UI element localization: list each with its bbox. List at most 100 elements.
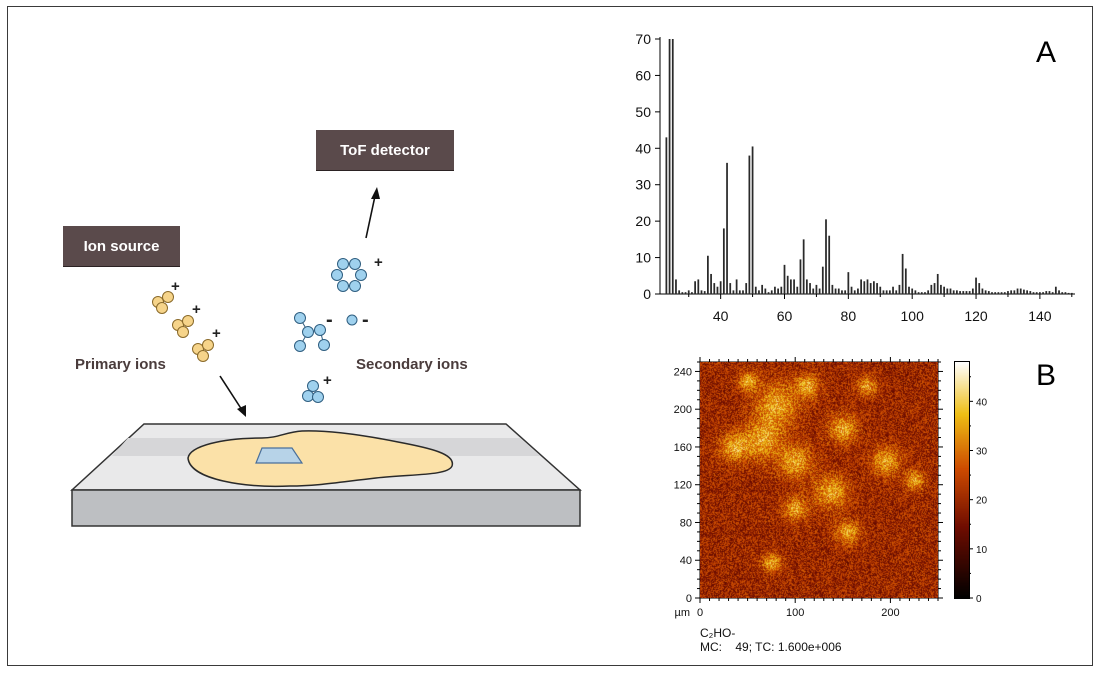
- tc-label: TC:: [755, 640, 775, 654]
- spectrum-bar: [675, 279, 677, 294]
- x-tick-label: 80: [841, 308, 857, 324]
- spectrum-bar: [703, 291, 706, 294]
- spectrum-bar: [809, 283, 811, 294]
- spectrum-bar: [841, 290, 843, 294]
- spectrum-bar: [802, 239, 805, 294]
- colorbar-tick-label: 10: [976, 545, 988, 556]
- spectrum-bar: [920, 292, 923, 294]
- spectrum-bar: [732, 290, 735, 294]
- spectrum-bar: [1067, 292, 1070, 294]
- spectrum-bar: [815, 284, 818, 294]
- spectrum-bar: [793, 279, 795, 294]
- spectrum-bar: [987, 291, 990, 294]
- spectrum-bar: [895, 290, 898, 294]
- x-tick-label: 120: [964, 308, 988, 324]
- spectrum-bar: [997, 292, 1000, 294]
- spectrum-bar: [946, 288, 949, 294]
- spectrum-bar: [1061, 292, 1064, 294]
- spectrum-bar: [767, 292, 770, 294]
- tc-value: 1.600e+006: [777, 640, 842, 654]
- spectrum-bar: [898, 284, 901, 294]
- x-tick-label: 40: [713, 308, 729, 324]
- charge-plus-4: +: [374, 254, 383, 271]
- x-tick-label: 100: [786, 607, 804, 619]
- spectrum-bar: [1064, 292, 1067, 294]
- primary-ion-arrow: [219, 375, 246, 417]
- sample-region: [187, 430, 454, 488]
- charge-plus-1: +: [171, 278, 180, 295]
- spectrum-bar: [761, 284, 764, 294]
- spectrum-bar: [991, 292, 993, 294]
- spectrum-bar: [687, 290, 690, 294]
- spectrum-bar: [844, 290, 847, 294]
- spectrum-bar: [812, 288, 815, 294]
- spectrum-bar: [777, 288, 779, 294]
- spectrum-bar: [751, 146, 754, 294]
- secondary-ion-single: [346, 314, 358, 326]
- colorbar-tick-label: 40: [976, 397, 988, 408]
- x-tick-label: 0: [697, 607, 703, 619]
- y-tick-label: 40: [635, 140, 651, 156]
- spectrum-bar: [758, 290, 760, 294]
- tof-sims-schematic: + + + + - - +: [70, 187, 582, 527]
- y-tick-label: 0: [643, 286, 651, 302]
- spectrum-bar: [665, 137, 668, 294]
- y-tick-label: 70: [635, 31, 651, 47]
- spectrum-bar: [1058, 290, 1060, 294]
- heatmap-stats: MC: 49; TC: 1.600e+006: [700, 640, 842, 654]
- spectrum-bar: [790, 279, 792, 294]
- spectrum-bar: [857, 288, 859, 294]
- panel-a-letter: A: [1036, 36, 1057, 69]
- secondary-ions-label: Secondary ions: [356, 356, 468, 373]
- spectrum-bar: [818, 288, 821, 294]
- spectrum-bar: [968, 291, 971, 294]
- spectrum-bar: [876, 283, 878, 294]
- spectrum-bar: [933, 283, 936, 294]
- spectrum-bar: [837, 288, 840, 294]
- spectrum-bar: [1019, 288, 1022, 294]
- spectrum-bar: [1035, 292, 1038, 294]
- x-tick-label: 100: [901, 308, 925, 324]
- colorbar-tick-label: 30: [976, 447, 988, 458]
- tof-detector-box: ToF detector: [316, 130, 454, 170]
- spectrum-bar: [847, 272, 850, 294]
- secondary-ion-arrow: [365, 187, 380, 239]
- y-tick-label: 30: [635, 177, 651, 193]
- secondary-ion-chain: [294, 312, 330, 352]
- spectrum-bar: [952, 290, 955, 294]
- spectrum-bar: [975, 277, 977, 294]
- spectrum-bar: [710, 273, 712, 294]
- spectrum-bar: [959, 291, 961, 294]
- figure-frame: [7, 6, 1093, 666]
- y-tick-label: 200: [674, 404, 692, 416]
- charge-minus-2: -: [362, 309, 369, 331]
- spectrum-bar: [796, 286, 799, 294]
- primary-ion-cluster: [152, 291, 214, 362]
- spectrum-bar: [828, 235, 831, 294]
- spectrum-bar: [1048, 291, 1051, 294]
- spectrum-bar: [774, 286, 776, 294]
- x-axis-unit: µm: [674, 607, 690, 619]
- spectrum-bar: [738, 290, 741, 294]
- spectrum-bar: [722, 228, 725, 294]
- ion-image-heatmap: [700, 362, 938, 598]
- spectrum-bar: [821, 266, 824, 294]
- spectrum-bar: [962, 291, 965, 294]
- spectrum-bar: [949, 288, 952, 294]
- spectrum-bar: [716, 286, 719, 294]
- spectrum-bar: [943, 286, 945, 294]
- spectrum-bar: [1045, 291, 1048, 294]
- y-tick-label: 160: [674, 442, 692, 454]
- spectrum-bar: [1054, 286, 1057, 294]
- spectrum-bar: [924, 292, 926, 294]
- spectrum-bar: [901, 253, 904, 294]
- y-tick-label: 50: [635, 104, 651, 120]
- spectrum-bar: [981, 288, 984, 294]
- spectrum-bar: [892, 286, 894, 294]
- y-tick-label: 240: [674, 366, 692, 378]
- x-tick-label: 200: [881, 607, 899, 619]
- y-tick-label: 10: [635, 250, 651, 266]
- x-tick-label: 60: [777, 308, 793, 324]
